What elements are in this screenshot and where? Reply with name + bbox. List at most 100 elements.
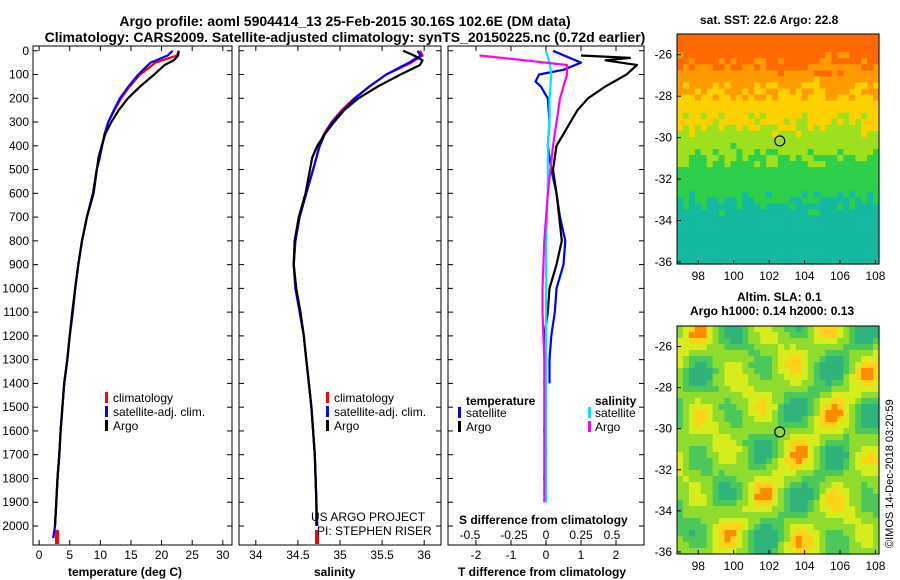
legend-label: climatology [113, 391, 173, 405]
x-tick-label: 34.5 [286, 548, 310, 562]
series-line [292, 49, 424, 526]
legend-swatch [588, 407, 591, 418]
depth-tick-label: 1200 [2, 329, 29, 343]
map-lon-label: 100 [724, 269, 744, 283]
climatology-bottom-marker [315, 530, 319, 544]
x-axis-label: T difference from climatology [458, 565, 626, 579]
x-tick-label: 0 [36, 548, 43, 562]
legend-swatch [588, 421, 591, 432]
top-tick-label: 0.25 [569, 528, 593, 542]
x-axis-label: salinity [314, 565, 356, 579]
series-line [53, 50, 180, 527]
legend-swatch [458, 407, 461, 418]
series-line [52, 50, 174, 539]
diff-legend-label: Argo [595, 420, 621, 434]
depth-tick-label: 1900 [2, 495, 29, 509]
x-tick-label: 2 [613, 548, 620, 562]
panel-frame [238, 45, 442, 546]
depth-tick-label: 1700 [2, 448, 29, 462]
legend-swatch [326, 392, 329, 403]
series-line [292, 50, 422, 527]
argo-position-marker [774, 426, 786, 438]
depth-tick-label: 1400 [2, 376, 29, 390]
x-tick-label: 1 [578, 548, 585, 562]
climatology-bottom-marker [55, 530, 59, 544]
sla-map-line1: Altim. SLA: 0.1 [737, 290, 822, 304]
legend-swatch [326, 406, 329, 417]
imos-stamp: ©IMOS 14-Dec-2018 03:20:59 [884, 399, 896, 548]
x-tick-label: 15 [124, 548, 138, 562]
depth-tick-label: 1500 [2, 400, 29, 414]
map-frame [676, 33, 880, 265]
x-tick-label: -2 [471, 548, 482, 562]
depth-tick-label: 200 [9, 91, 29, 105]
sla-map-line2: Argo h1000: 0.14 h2000: 0.13 [690, 304, 855, 318]
map-lon-label: 98 [692, 559, 706, 573]
series-line [479, 54, 569, 503]
x-tick-label: 34 [249, 548, 263, 562]
chart-title-line1: Argo profile: aoml 5904414_13 25-Feb-201… [119, 13, 571, 29]
diff-legend-title: salinity [595, 394, 637, 408]
diff-legend-title: temperature [466, 394, 536, 408]
map-lat-label: -34 [655, 213, 673, 227]
top-tick-label: 0 [543, 528, 550, 542]
map-frame [676, 325, 880, 555]
map-lon-label: 104 [795, 269, 815, 283]
depth-tick-label: 1000 [2, 281, 29, 295]
map-lon-label: 104 [795, 559, 815, 573]
diff-legend-label: Argo [466, 420, 492, 434]
depth-tick-label: 100 [9, 68, 29, 82]
map-lat-label: -36 [655, 255, 673, 269]
legend-label: satellite-adj. clim. [334, 405, 426, 419]
x-tick-label: 35.5 [370, 548, 394, 562]
map-lat-label: -36 [655, 545, 673, 559]
map-lon-label: 102 [759, 559, 779, 573]
map-lon-label: 106 [830, 269, 850, 283]
sst-map [677, 34, 880, 265]
legend-swatch [105, 420, 108, 431]
map-lon-label: 98 [692, 269, 706, 283]
depth-tick-label: 600 [9, 186, 29, 200]
map-lat-label: -34 [655, 504, 673, 518]
chart-title-line2: Climatology: CARS2009. Satellite-adjuste… [44, 29, 646, 45]
credit-line2: PI: STEPHEN RISER [317, 524, 432, 538]
legend-swatch [105, 392, 108, 403]
map-lat-label: -32 [655, 463, 673, 477]
x-tick-label: 25 [186, 548, 200, 562]
series-line [292, 50, 424, 526]
depth-tick-label: 900 [9, 258, 29, 272]
depth-tick-label: 1100 [3, 305, 29, 319]
sla-map [677, 326, 880, 555]
series-line [544, 50, 553, 503]
depth-tick-label: 400 [9, 139, 29, 153]
map-lat-label: -26 [655, 340, 673, 354]
x-tick-label: 30 [216, 548, 230, 562]
map-lat-label: -30 [655, 422, 673, 436]
depth-tick-label: 0 [22, 44, 29, 58]
map-lat-label: -28 [655, 381, 673, 395]
depth-tick-label: 1800 [2, 471, 29, 485]
legend-label: satellite-adj. clim. [113, 405, 205, 419]
depth-tick-label: 300 [9, 115, 29, 129]
map-lat-label: -26 [655, 48, 673, 62]
diff-legend-label: satellite [595, 406, 636, 420]
x-tick-label: 35 [333, 548, 347, 562]
x-axis-label: temperature (deg C) [68, 565, 182, 579]
map-lon-label: 102 [759, 269, 779, 283]
argo-position-marker [774, 135, 786, 147]
depth-tick-label: 2000 [2, 519, 29, 533]
x-tick-label: 36 [417, 548, 431, 562]
map-lat-label: -28 [655, 89, 673, 103]
x-tick-label: 20 [155, 548, 169, 562]
x-tick-label: 5 [66, 548, 73, 562]
x-tick-label: 0 [543, 548, 550, 562]
map-lon-label: 100 [724, 559, 744, 573]
panel-frame [32, 45, 233, 546]
depth-tick-label: 500 [9, 163, 29, 177]
top-tick-label: -0.5 [460, 528, 481, 542]
top-tick-label: -0.25 [500, 528, 528, 542]
x-tick-label: -1 [506, 548, 517, 562]
depth-tick-label: 800 [9, 234, 29, 248]
legend-swatch [105, 406, 108, 417]
